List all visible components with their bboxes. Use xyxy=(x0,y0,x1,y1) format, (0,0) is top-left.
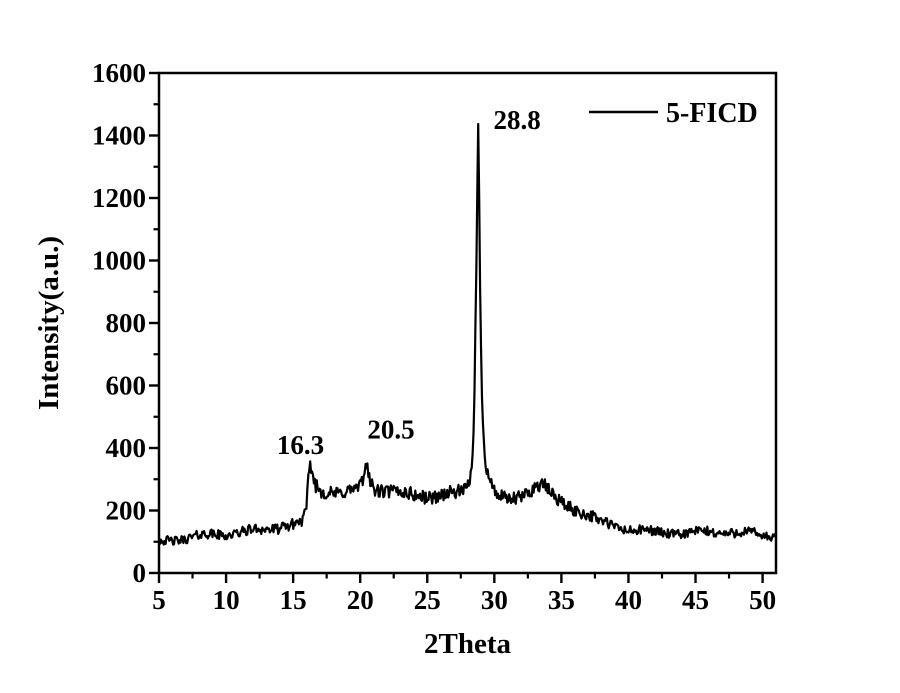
y-tick-label: 0 xyxy=(133,558,147,588)
y-tick-label: 800 xyxy=(106,308,147,338)
peak-annotation: 20.5 xyxy=(367,414,414,444)
x-tick-label: 50 xyxy=(749,585,776,615)
y-tick-label: 1600 xyxy=(92,58,146,88)
y-tick-label: 1000 xyxy=(92,246,146,276)
x-tick-label: 25 xyxy=(414,585,441,615)
x-axis-label: 2Theta xyxy=(424,628,512,660)
y-tick-label: 200 xyxy=(106,496,147,526)
y-axis-label: Intensity(a.u.) xyxy=(33,236,65,410)
y-tick-label: 400 xyxy=(106,433,147,463)
y-tick-label: 600 xyxy=(106,371,147,401)
plot-frame xyxy=(157,71,778,575)
legend-label: 5-FICD xyxy=(666,98,758,129)
y-tick-label: 1200 xyxy=(92,183,146,213)
x-tick-label: 20 xyxy=(347,585,374,615)
xrd-curve xyxy=(158,122,777,546)
x-tick-label: 10 xyxy=(213,585,240,615)
x-tick-label: 15 xyxy=(280,585,307,615)
x-tick-label: 45 xyxy=(682,585,709,615)
x-tick-label: 30 xyxy=(481,585,508,615)
y-tick-label: 1400 xyxy=(92,121,146,151)
peak-annotation: 16.3 xyxy=(277,430,324,460)
peak-annotation: 28.8 xyxy=(494,105,541,135)
x-tick-label: 5 xyxy=(152,585,166,615)
x-tick-label: 35 xyxy=(548,585,575,615)
x-tick-label: 40 xyxy=(615,585,642,615)
